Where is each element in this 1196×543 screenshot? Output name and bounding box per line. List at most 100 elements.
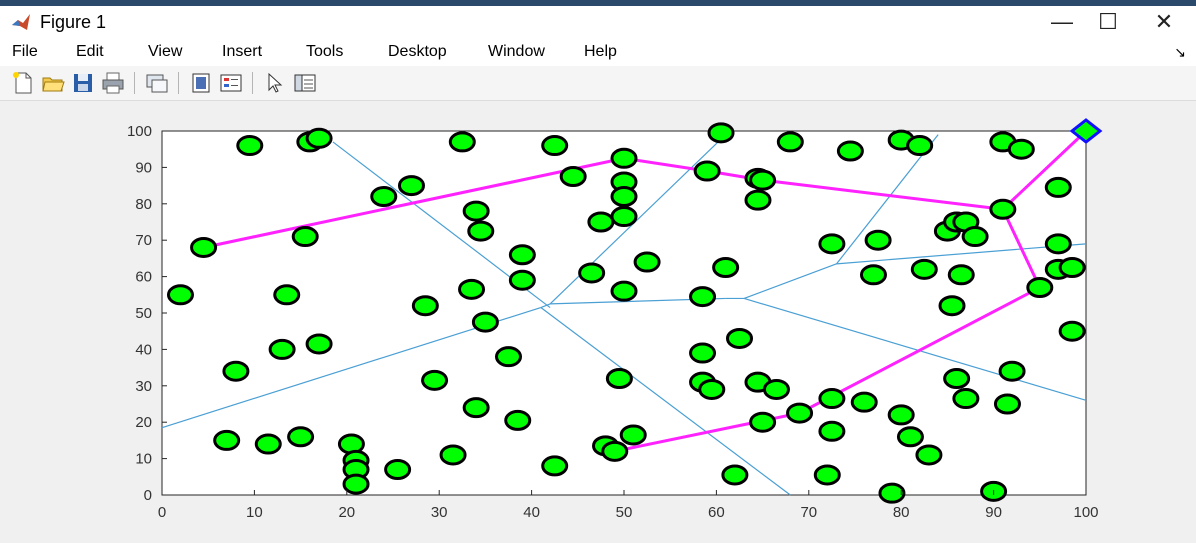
menu-insert[interactable]: Insert (222, 43, 263, 60)
path-line (1001, 129, 1088, 211)
node-point (1026, 277, 1054, 299)
node-point (610, 206, 638, 228)
legend-icon[interactable] (218, 70, 244, 96)
link-plot-icon[interactable] (144, 70, 170, 96)
menu-file[interactable]: File (12, 43, 38, 60)
x-tick-label: 0 (158, 504, 166, 521)
node-point (448, 131, 476, 153)
toolbar-separator (134, 72, 135, 94)
node-point (836, 140, 864, 162)
node-point (397, 175, 425, 197)
y-tick-label: 90 (135, 159, 152, 176)
node-point (910, 258, 938, 280)
x-tick-label: 20 (338, 504, 355, 521)
node-point (887, 404, 915, 426)
print-icon[interactable] (100, 70, 126, 96)
node-point (610, 280, 638, 302)
node-point (1044, 176, 1072, 198)
node-point (813, 464, 841, 486)
node-point (462, 200, 490, 222)
node-point (559, 166, 587, 187)
voronoi-edge (540, 307, 791, 496)
close-button[interactable]: ✕ (1154, 9, 1174, 34)
node-point (989, 198, 1017, 220)
property-editor-icon[interactable] (292, 70, 318, 96)
node-point (1044, 233, 1072, 255)
node-point (439, 444, 467, 466)
node-point (818, 388, 846, 410)
colorbar-icon[interactable] (188, 70, 214, 96)
y-axis: 0 10 20 30 40 50 60 70 80 90 100 (127, 123, 167, 504)
node-point (610, 147, 638, 169)
minimize-button[interactable]: — (1051, 9, 1073, 34)
node-point (698, 378, 726, 400)
node-point (213, 429, 241, 451)
scatter-chart[interactable]: 0 10 20 30 40 50 60 70 80 90 100 0 10 20 30 40 50 60 70 80… (0, 101, 1196, 543)
voronoi-edge (836, 243, 1087, 265)
toolbar (0, 66, 1196, 101)
node-point (305, 127, 333, 149)
y-tick-label: 70 (135, 232, 152, 249)
node-point (370, 186, 398, 208)
x-tick-label: 80 (893, 504, 910, 521)
window-top-edge (0, 0, 1196, 6)
pointer-icon[interactable] (262, 70, 288, 96)
y-tick-label: 0 (144, 487, 152, 504)
node-point (578, 262, 606, 284)
menu-desktop[interactable]: Desktop (388, 43, 447, 60)
goal-diamond (1069, 118, 1103, 144)
y-tick-label: 40 (135, 341, 152, 358)
node-point (689, 286, 717, 308)
save-icon[interactable] (70, 70, 96, 96)
node-point (998, 360, 1026, 382)
node-point (864, 229, 892, 251)
node-point (508, 269, 536, 291)
node-point (601, 440, 629, 462)
node-point (508, 244, 536, 266)
figure-canvas[interactable]: 0 10 20 30 40 50 60 70 80 90 100 0 10 20 30 40 50 60 70 80… (0, 101, 1196, 543)
node-point (786, 402, 814, 424)
node-point (943, 368, 971, 390)
menu-window[interactable]: Window (488, 43, 545, 60)
y-tick-label: 100 (127, 123, 152, 140)
menu-help[interactable]: Help (584, 43, 617, 60)
node-point (467, 220, 495, 242)
node-point (1058, 257, 1086, 278)
node-point (915, 444, 943, 466)
node-point (689, 342, 717, 364)
open-file-icon[interactable] (40, 70, 66, 96)
node-point (938, 295, 966, 317)
menu-edit[interactable]: Edit (76, 43, 104, 60)
x-tick-label: 90 (985, 504, 1002, 521)
node-point (291, 226, 319, 248)
node-point (287, 426, 315, 448)
x-tick-label: 70 (800, 504, 817, 521)
node-point (254, 433, 282, 455)
y-tick-label: 10 (135, 451, 152, 468)
maximize-button[interactable]: ☐ (1098, 9, 1118, 34)
title-bar: Figure 1 — ☐ ✕ (0, 6, 1196, 38)
dock-arrow-icon[interactable]: ↘ (1174, 44, 1186, 60)
y-tick-label: 30 (135, 378, 152, 395)
node-point (906, 135, 934, 157)
voronoi-edge (836, 134, 939, 265)
voronoi-edge (743, 263, 837, 300)
x-tick-label: 100 (1073, 504, 1098, 521)
x-tick-label: 60 (708, 504, 725, 521)
x-tick-label: 30 (431, 504, 448, 521)
new-figure-icon[interactable] (10, 70, 36, 96)
node-point (633, 251, 661, 273)
node-point (166, 284, 194, 306)
node-point (541, 455, 569, 477)
menu-view[interactable]: View (148, 43, 183, 60)
node-point (458, 278, 486, 300)
menu-tools[interactable]: Tools (306, 43, 344, 60)
node-point (726, 327, 753, 349)
node-point (818, 233, 846, 255)
node-point (818, 420, 846, 442)
node-point (707, 122, 735, 144)
x-tick-label: 40 (523, 504, 540, 521)
node-point (610, 186, 638, 208)
window-title: Figure 1 (40, 12, 107, 32)
node-point (619, 424, 647, 446)
